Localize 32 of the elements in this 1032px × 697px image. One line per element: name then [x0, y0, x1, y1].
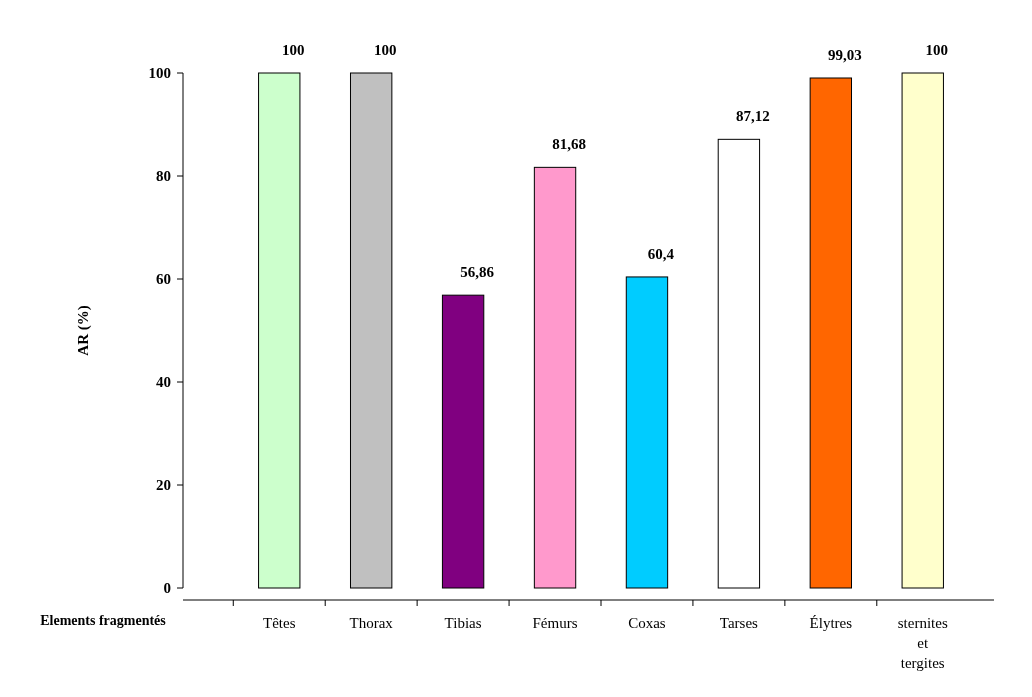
x-tick-label: Tibias: [444, 615, 482, 631]
data-label: 100: [373, 42, 397, 58]
data-label: 87,12: [736, 108, 770, 125]
bar: [717, 138, 761, 589]
data-label: 100: [925, 42, 948, 58]
y-tick-label: 60: [156, 271, 171, 288]
data-label: 81,68: [552, 136, 586, 153]
bar: [349, 72, 393, 589]
y-tick-label: 100: [148, 65, 171, 82]
x-axis-title: Elements fragmentés: [39, 613, 167, 629]
bar: [533, 166, 577, 589]
x-tick-label: Têtes: [263, 615, 296, 631]
bar: [258, 72, 301, 589]
data-label: 99,03: [827, 47, 862, 63]
bar: [441, 294, 485, 589]
x-tick-label: Thorax: [349, 615, 394, 631]
y-tick-label: 80: [156, 168, 171, 185]
data-label: 100: [282, 42, 305, 58]
y-axis-title: AR (%): [75, 305, 92, 356]
x-tick-label: Coxas: [628, 615, 666, 631]
x-tick-label: Élytres: [809, 615, 853, 631]
x-tick-label: Tarses: [719, 615, 759, 631]
x-tick-label: sternites et tergites: [897, 615, 948, 671]
data-label: 60,4: [647, 245, 675, 262]
bar: [809, 77, 853, 589]
data-label: 56,86: [460, 264, 495, 281]
y-tick-label: 40: [156, 374, 171, 391]
bar: [901, 72, 944, 589]
y-tick-label: 20: [156, 477, 171, 494]
x-tick-label: Fémurs: [532, 615, 578, 631]
bar: [625, 276, 669, 589]
y-tick-label: 0: [163, 580, 171, 597]
